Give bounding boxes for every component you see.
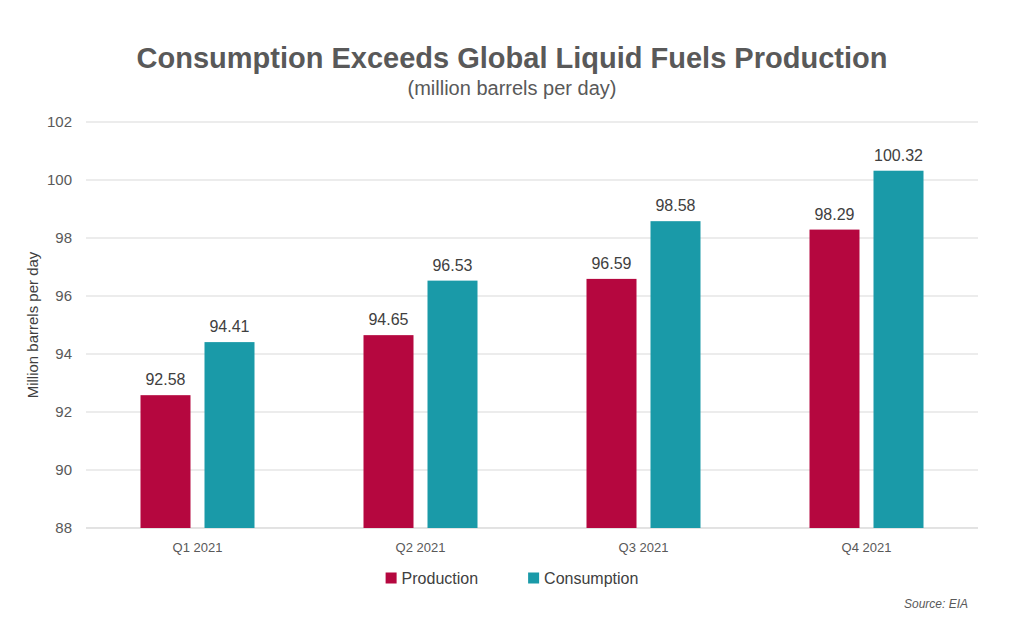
bar bbox=[874, 171, 924, 528]
y-tick-label: 92 bbox=[55, 403, 72, 420]
data-label: 94.65 bbox=[368, 311, 408, 328]
source: Source: EIA bbox=[904, 597, 968, 611]
x-tick-label: Q4 2021 bbox=[842, 540, 892, 555]
legend-label: Consumption bbox=[544, 570, 638, 587]
title: Consumption Exceeds Global Liquid Fuels … bbox=[137, 42, 888, 74]
data-label: 94.41 bbox=[209, 318, 249, 335]
grid-line bbox=[86, 122, 978, 123]
legend-swatch bbox=[528, 573, 539, 584]
y-axis-line bbox=[86, 122, 87, 528]
grid bbox=[86, 122, 978, 528]
y-axis-label: Million barrels per day bbox=[24, 251, 41, 398]
bar bbox=[587, 279, 637, 528]
x-tick-label: Q1 2021 bbox=[173, 540, 223, 555]
x-tick-label: Q3 2021 bbox=[619, 540, 669, 555]
data-label: 98.58 bbox=[655, 197, 695, 214]
y-tick-label: 100 bbox=[47, 171, 72, 188]
x-tick-label: Q2 2021 bbox=[396, 540, 446, 555]
legend: Production Consumption bbox=[386, 570, 639, 587]
bars bbox=[141, 171, 924, 528]
chart: Consumption Exceeds Global Liquid Fuels … bbox=[0, 0, 1024, 623]
data-labels: 92.58 94.41 94.65 96.53 96.59 98.58 98.29 100.3… bbox=[145, 147, 923, 388]
bar bbox=[651, 221, 701, 528]
background bbox=[0, 0, 1024, 623]
y-tick-label: 94 bbox=[55, 345, 72, 362]
y-tick-label: 98 bbox=[55, 229, 72, 246]
y-tick-label: 90 bbox=[55, 461, 72, 478]
subtitle: (million barrels per day) bbox=[408, 77, 617, 99]
bar bbox=[364, 335, 414, 528]
data-label: 98.29 bbox=[814, 206, 854, 223]
data-label: 96.53 bbox=[432, 257, 472, 274]
legend-label: Production bbox=[402, 570, 479, 587]
data-label: 100.32 bbox=[874, 147, 923, 164]
grid-line bbox=[86, 180, 978, 181]
bar bbox=[428, 281, 478, 528]
legend-swatch bbox=[386, 573, 397, 584]
bar bbox=[205, 342, 255, 528]
bar bbox=[141, 395, 191, 528]
data-label: 96.59 bbox=[591, 255, 631, 272]
y-tick-label: 96 bbox=[55, 287, 72, 304]
y-tick-label: 102 bbox=[47, 113, 72, 130]
bar bbox=[810, 230, 860, 528]
y-tick-label: 88 bbox=[55, 519, 72, 536]
data-label: 92.58 bbox=[145, 371, 185, 388]
